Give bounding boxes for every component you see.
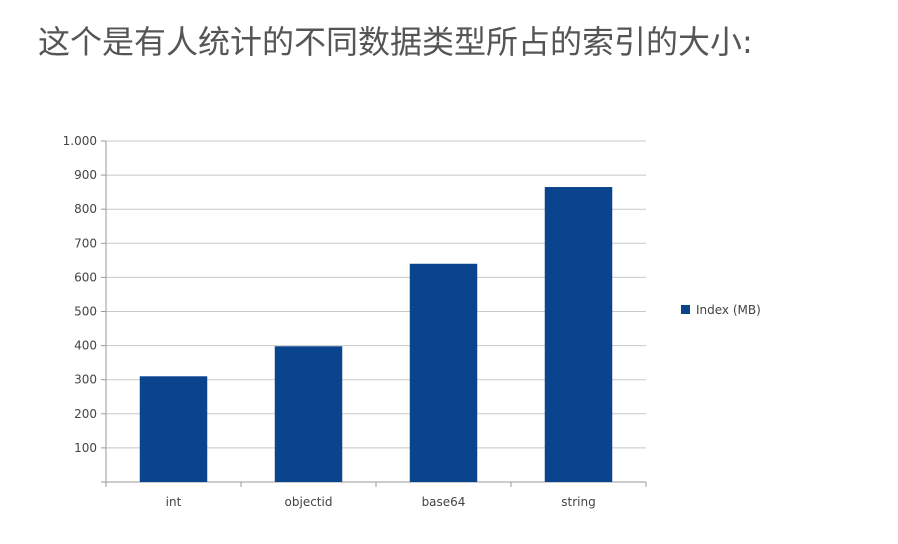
y-tick-label: 400 [74,339,97,353]
legend-swatch [681,305,690,314]
y-tick-label: 100 [74,441,97,455]
y-tick-label: 600 [74,270,97,284]
bar-chart: 100 200 300 400 500 600 700 800 900 1.000 int objec… [40,125,800,525]
y-tick-label: 700 [74,236,97,250]
x-tick-label: objectid [285,495,333,509]
x-tick-label: base64 [422,495,466,509]
y-tick-label: 900 [74,168,97,182]
bar-string [545,187,613,482]
y-tick-label: 300 [74,373,97,387]
chart-canvas: 100 200 300 400 500 600 700 800 900 1.000 int objec… [40,125,800,525]
x-tick-label: int [166,495,182,509]
y-tick-label: 200 [74,407,97,421]
y-tick-label: 500 [74,305,97,319]
bar-objectid [275,346,343,482]
legend-label: Index (MB) [696,303,761,317]
page-heading: 这个是有人统计的不同数据类型所占的索引的大小: [38,14,753,70]
bar-int [140,376,208,482]
y-tick-label: 1.000 [63,134,97,148]
y-tick-label: 800 [74,202,97,216]
bar-base64 [410,264,478,482]
x-tick-label: string [561,495,595,509]
